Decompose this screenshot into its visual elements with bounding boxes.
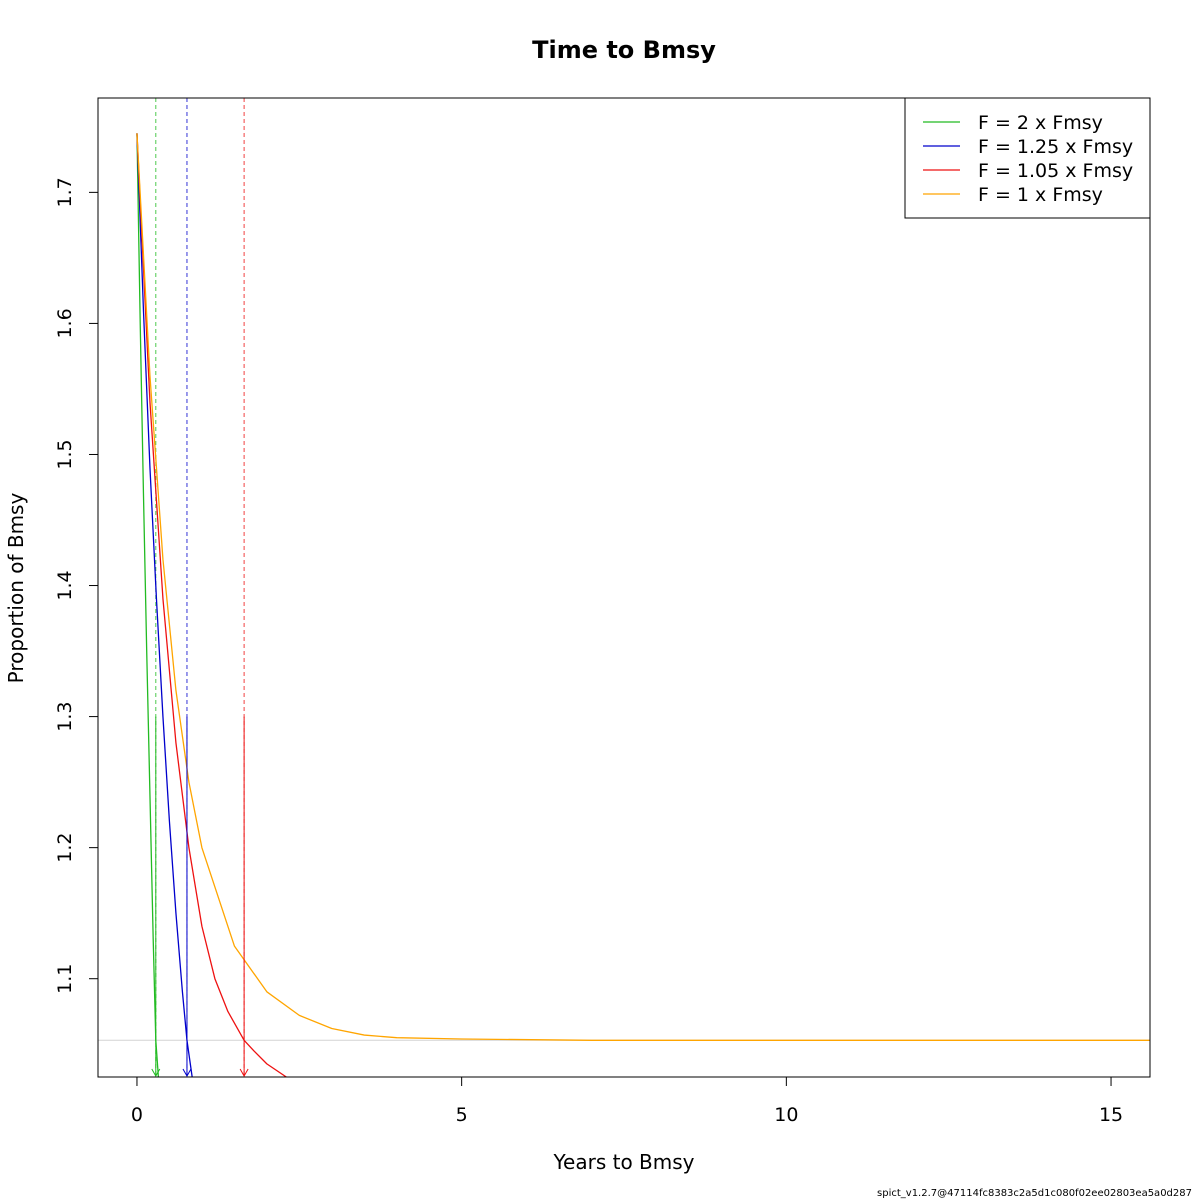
x-axis-label: Years to Bmsy: [552, 1150, 694, 1174]
plot-frame: [97, 97, 1151, 1078]
legend-label-3: F = 1 x Fmsy: [978, 184, 1103, 206]
y-tick-label: 1.2: [54, 833, 76, 863]
y-tick-label: 1.7: [54, 177, 76, 207]
x-tick-label: 10: [774, 1104, 798, 1126]
legend-label-0: F = 2 x Fmsy: [978, 112, 1103, 134]
y-tick-label: 1.4: [54, 570, 76, 600]
x-tick-label: 0: [131, 1104, 143, 1126]
series-line-2: [136, 133, 287, 1077]
x-tick-label: 15: [1099, 1104, 1123, 1126]
legend-label-2: F = 1.05 x Fmsy: [978, 160, 1133, 182]
x-axis: 0 5 10 15: [131, 1076, 1123, 1126]
y-tick-label: 1.3: [54, 701, 76, 731]
series-line-3: [136, 133, 1150, 1041]
y-tick-label: 1.5: [54, 439, 76, 469]
series-line-0: [136, 133, 160, 1077]
y-tick-label: 1.1: [54, 964, 76, 994]
time-arrow-1: [182, 716, 192, 1078]
chart-title: Time to Bmsy: [532, 36, 716, 64]
x-tick-label: 5: [456, 1104, 468, 1126]
y-axis-label: Proportion of Bmsy: [4, 493, 28, 684]
time-markers-layer: [155, 98, 245, 1077]
time-arrow-2: [239, 716, 249, 1078]
legend-box: [904, 97, 1151, 219]
series-line-1: [136, 133, 193, 1077]
arrow-layer: [151, 716, 249, 1078]
y-axis: 1.1 1.2 1.3 1.4 1.5 1.6 1.7: [54, 177, 99, 994]
version-footer: spict_v1.2.7@47114fc8383c2a5d1c080f02ee0…: [877, 1188, 1192, 1199]
y-tick-label: 1.6: [54, 308, 76, 338]
series-layer: [136, 133, 1150, 1077]
legend-label-1: F = 1.25 x Fmsy: [978, 136, 1133, 158]
time-arrow-0: [151, 716, 161, 1078]
